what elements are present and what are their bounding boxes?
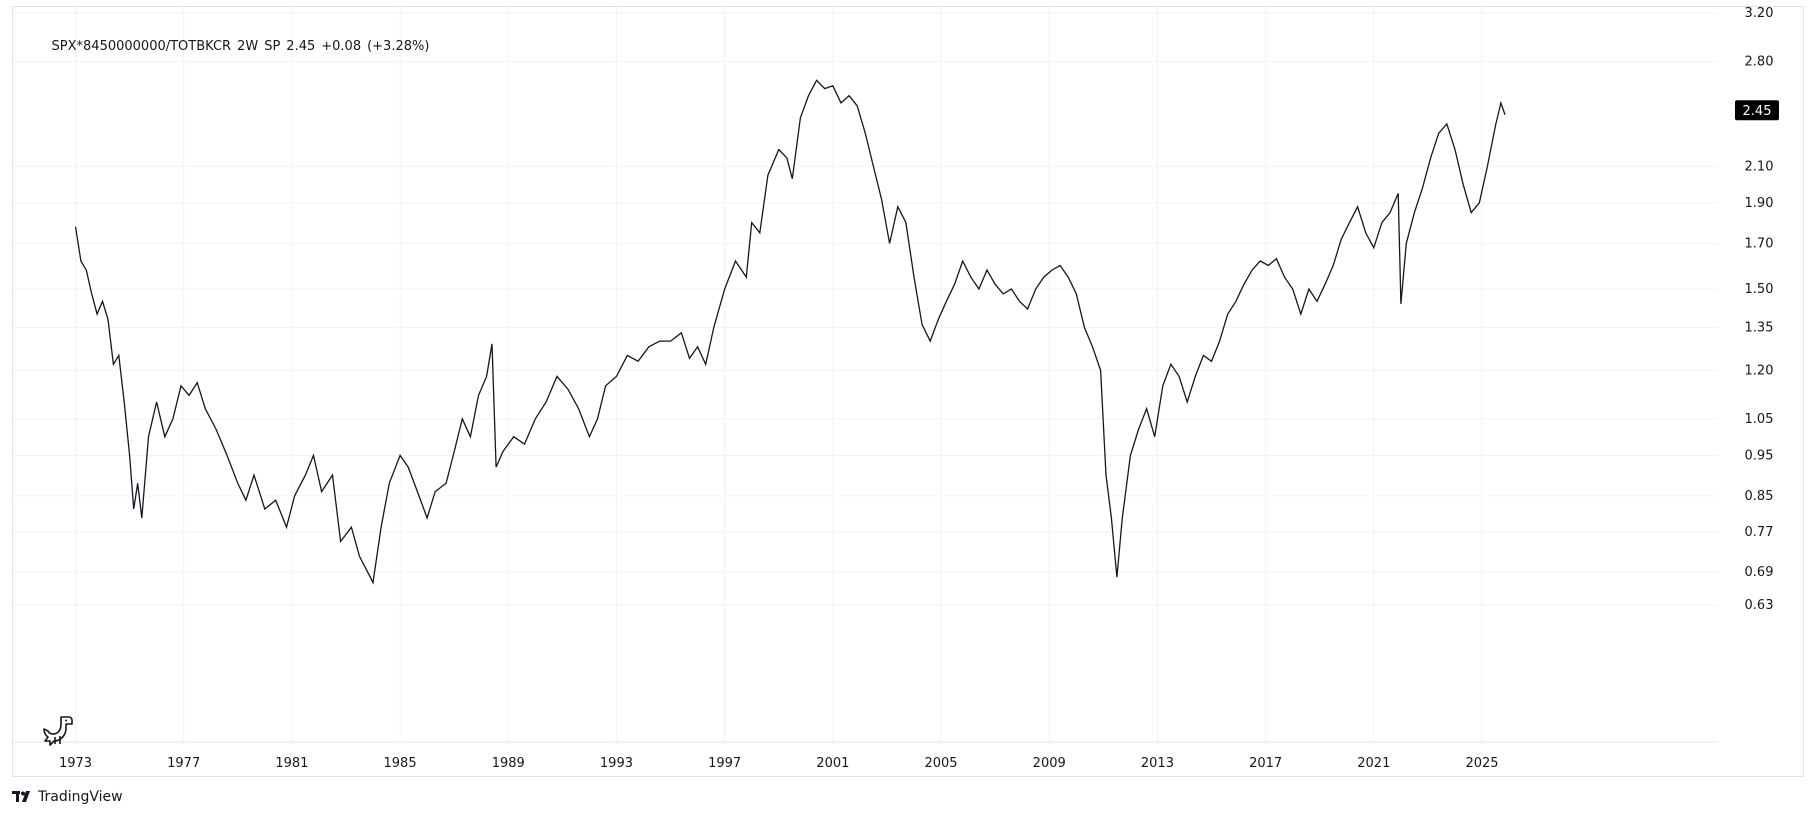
y-tick-label: 0.77 (1745, 525, 1774, 540)
legend-symbol: SPX*8450000000/TOTBKCR (51, 39, 232, 54)
x-tick-label: 2005 (924, 756, 957, 771)
x-tick-label: 2025 (1465, 756, 1498, 771)
legend-change: +0.08 (321, 39, 362, 54)
y-tick-label: 2.10 (1745, 159, 1774, 174)
x-tick-label: 2021 (1357, 756, 1390, 771)
x-tick-label: 1989 (492, 756, 525, 771)
x-tick-label: 1997 (708, 756, 741, 771)
x-tick-label: 2017 (1249, 756, 1282, 771)
y-tick-label: 0.63 (1745, 598, 1774, 613)
y-tick-label: 1.35 (1745, 320, 1774, 335)
x-tick-label: 1985 (384, 756, 417, 771)
y-tick-label: 0.85 (1745, 489, 1774, 504)
y-tick-label: 3.20 (1745, 7, 1774, 21)
y-axis[interactable]: 3.20 2.80 2.10 1.90 1.70 1.50 1.35 1.20 1.05 0.95… (1745, 7, 1774, 613)
y-tick-label: 1.05 (1745, 412, 1774, 427)
chart-frame[interactable]: 3.20 2.80 2.10 1.90 1.70 1.50 1.35 1.20 1.05 0.95… (12, 6, 1804, 777)
x-tick-label: 2009 (1033, 756, 1066, 771)
grid-layer (13, 7, 1718, 742)
last-price-tag-background (1735, 100, 1779, 121)
last-price-tag-text: 2.45 (1743, 104, 1772, 119)
y-tick-label: 1.90 (1745, 196, 1774, 211)
legend-last: 2.45 (286, 39, 316, 54)
y-tick-label: 0.69 (1745, 565, 1774, 580)
y-tick-label: 2.80 (1745, 55, 1774, 70)
y-tick-label: 1.70 (1745, 236, 1774, 251)
x-tick-label: 2001 (816, 756, 849, 771)
brand-name: TradingView (38, 789, 123, 805)
x-tick-label: 1977 (167, 756, 200, 771)
y-tick-label: 0.95 (1745, 448, 1774, 463)
y-tick-label: 1.50 (1745, 282, 1774, 297)
x-tick-label: 1973 (59, 756, 92, 771)
dinosaur-icon[interactable] (41, 713, 77, 749)
x-tick-label: 1993 (600, 756, 633, 771)
x-tick-label: 1981 (275, 756, 308, 771)
legend-exchange: SP (264, 39, 281, 54)
legend-change-pct: (+3.28%) (367, 39, 430, 54)
tradingview-logo-icon (12, 791, 30, 802)
chart-legend[interactable]: SPX*8450000000/TOTBKCR 2W SP 2.45 +0.08 (+3.2… (35, 24, 435, 69)
tradingview-brand[interactable]: TradingView (12, 789, 123, 805)
legend-interval: 2W (237, 39, 259, 54)
x-tick-label: 2013 (1141, 756, 1174, 771)
series-line (74, 79, 1506, 585)
x-axis[interactable]: 1973 1977 1981 1985 1989 1993 1997 2001 2005 2009… (59, 756, 1499, 771)
last-price-tag: 2.45 (1735, 100, 1779, 121)
y-tick-label: 1.20 (1745, 363, 1774, 378)
chart-canvas[interactable]: 3.20 2.80 2.10 1.90 1.70 1.50 1.35 1.20 1.05 0.95… (13, 7, 1803, 776)
